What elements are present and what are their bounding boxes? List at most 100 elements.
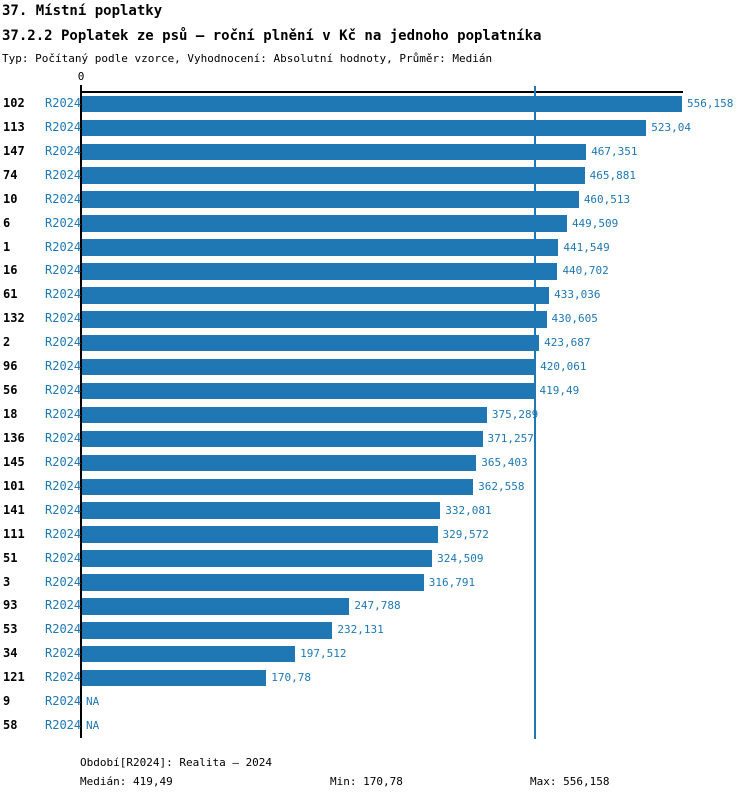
- row-id-label: 145: [3, 454, 25, 469]
- table-row: 18 R2024 375,289: [0, 403, 750, 427]
- row-period-label: R2024: [45, 454, 82, 469]
- row-period-label: R2024: [45, 287, 82, 302]
- row-id-label: 58: [3, 718, 18, 733]
- table-row: 51 R2024 324,509: [0, 547, 750, 571]
- bar-value-label: 324,509: [437, 551, 484, 565]
- table-row: 101 R2024 362,558: [0, 475, 750, 499]
- bar: [82, 358, 536, 376]
- bar-value-label: 460,513: [583, 192, 631, 206]
- bar: [82, 382, 535, 400]
- row-period-label: R2024: [45, 694, 82, 709]
- top-axis-line: [80, 91, 683, 93]
- table-row: 111 R2024 329,572: [0, 523, 750, 547]
- row-id-label: 101: [3, 478, 25, 493]
- bar: [82, 406, 487, 424]
- row-id-label: 3: [3, 574, 11, 589]
- axis-zero-tick: [80, 85, 82, 91]
- table-row: 16 R2024 440,702: [0, 259, 750, 283]
- bar-value-label: 430,605: [551, 312, 598, 326]
- footer-max-stat: Max: 556,158: [530, 775, 610, 788]
- axis-zero-tick-label: 0: [77, 70, 85, 83]
- bar-value-label: 523,04: [651, 120, 692, 134]
- bar-value-label: 465,881: [589, 168, 636, 182]
- bar: [82, 550, 433, 567]
- row-id-label: 9: [3, 694, 11, 709]
- table-row: 3 R2024 316,791: [0, 571, 750, 595]
- bar-value-label: 247,788: [354, 599, 401, 613]
- bar-value-label: 433,036: [554, 288, 601, 302]
- page-title: 37. Místní poplatky: [2, 3, 163, 19]
- bar: [82, 622, 333, 639]
- footer-period-info: Období[R2024]: Realita – 2024: [80, 756, 273, 769]
- bar: [82, 287, 550, 304]
- row-period-label: R2024: [45, 311, 82, 326]
- bar: [82, 478, 474, 496]
- bar: [82, 143, 587, 161]
- row-period-label: R2024: [45, 215, 82, 230]
- row-id-label: 93: [3, 598, 18, 613]
- row-period-label: R2024: [45, 718, 82, 733]
- table-row: 132 R2024 430,605: [0, 307, 750, 331]
- table-row: 93 R2024 247,788: [0, 594, 750, 618]
- row-period-label: R2024: [45, 263, 82, 278]
- row-period-label: R2024: [45, 526, 82, 541]
- table-row: 6 R2024 449,509: [0, 212, 750, 236]
- row-period-label: R2024: [45, 239, 82, 254]
- row-period-label: R2024: [45, 119, 82, 134]
- table-row: 145 R2024 365,403: [0, 451, 750, 475]
- bar-value-label: 467,351: [591, 144, 638, 158]
- table-row: 9 R2024 NA: [0, 690, 750, 714]
- row-period-label: R2024: [45, 646, 82, 661]
- row-id-label: 147: [3, 143, 25, 158]
- table-row: 34 R2024 197,512: [0, 642, 750, 666]
- row-period-label: R2024: [45, 550, 82, 565]
- bar: [82, 119, 647, 137]
- row-period-label: R2024: [45, 407, 82, 422]
- bar: [82, 454, 477, 472]
- bar-value-label: 371,257: [487, 431, 534, 445]
- table-row: 141 R2024 332,081: [0, 499, 750, 523]
- row-id-label: 61: [3, 287, 18, 302]
- row-period-label: R2024: [45, 96, 82, 110]
- table-row: 102 R2024 556,158: [0, 92, 750, 116]
- bar-value-label: 556,158: [687, 97, 734, 110]
- row-id-label: 121: [3, 670, 25, 685]
- row-period-label: R2024: [45, 359, 82, 374]
- bar: [82, 191, 579, 208]
- table-row: 96 R2024 420,061: [0, 355, 750, 379]
- bar: [82, 598, 350, 615]
- row-period-label: R2024: [45, 670, 82, 685]
- bar-value-label: 329,572: [442, 527, 489, 541]
- table-row: 113 R2024 523,04: [0, 116, 750, 140]
- bar-value-label: 316,791: [428, 575, 476, 589]
- bar: [82, 95, 682, 113]
- table-row: 58 R2024 NA: [0, 714, 750, 738]
- row-id-label: 136: [3, 430, 25, 445]
- chart-title: 37.2.2 Poplatek ze psů – roční plnění v …: [2, 28, 542, 44]
- bar-value-label: 423,687: [544, 336, 591, 350]
- row-id-label: 34: [3, 646, 18, 661]
- bar-value-label: 441,549: [563, 240, 610, 254]
- row-id-label: 74: [3, 167, 18, 182]
- bar: [82, 311, 547, 328]
- bar: [82, 645, 296, 663]
- row-id-label: 6: [3, 215, 11, 230]
- bar-value-label: 375,289: [491, 408, 539, 422]
- row-period-label: R2024: [45, 143, 82, 158]
- bar: [82, 334, 540, 352]
- bar-value-label: 420,061: [540, 360, 587, 374]
- bar-value-label: 440,702: [562, 264, 609, 278]
- row-id-label: 111: [3, 526, 25, 541]
- row-id-label: 1: [3, 239, 11, 254]
- row-period-label: R2024: [45, 622, 82, 637]
- table-row: 1 R2024 441,549: [0, 236, 750, 260]
- table-row: 53 R2024 232,131: [0, 618, 750, 642]
- row-id-label: 141: [3, 502, 25, 517]
- row-id-label: 113: [3, 119, 25, 134]
- bar-value-label: 449,509: [571, 216, 619, 230]
- bar: [82, 167, 585, 184]
- row-id-label: 102: [3, 96, 25, 110]
- row-id-label: 2: [3, 335, 11, 350]
- table-row: 2 R2024 423,687: [0, 331, 750, 355]
